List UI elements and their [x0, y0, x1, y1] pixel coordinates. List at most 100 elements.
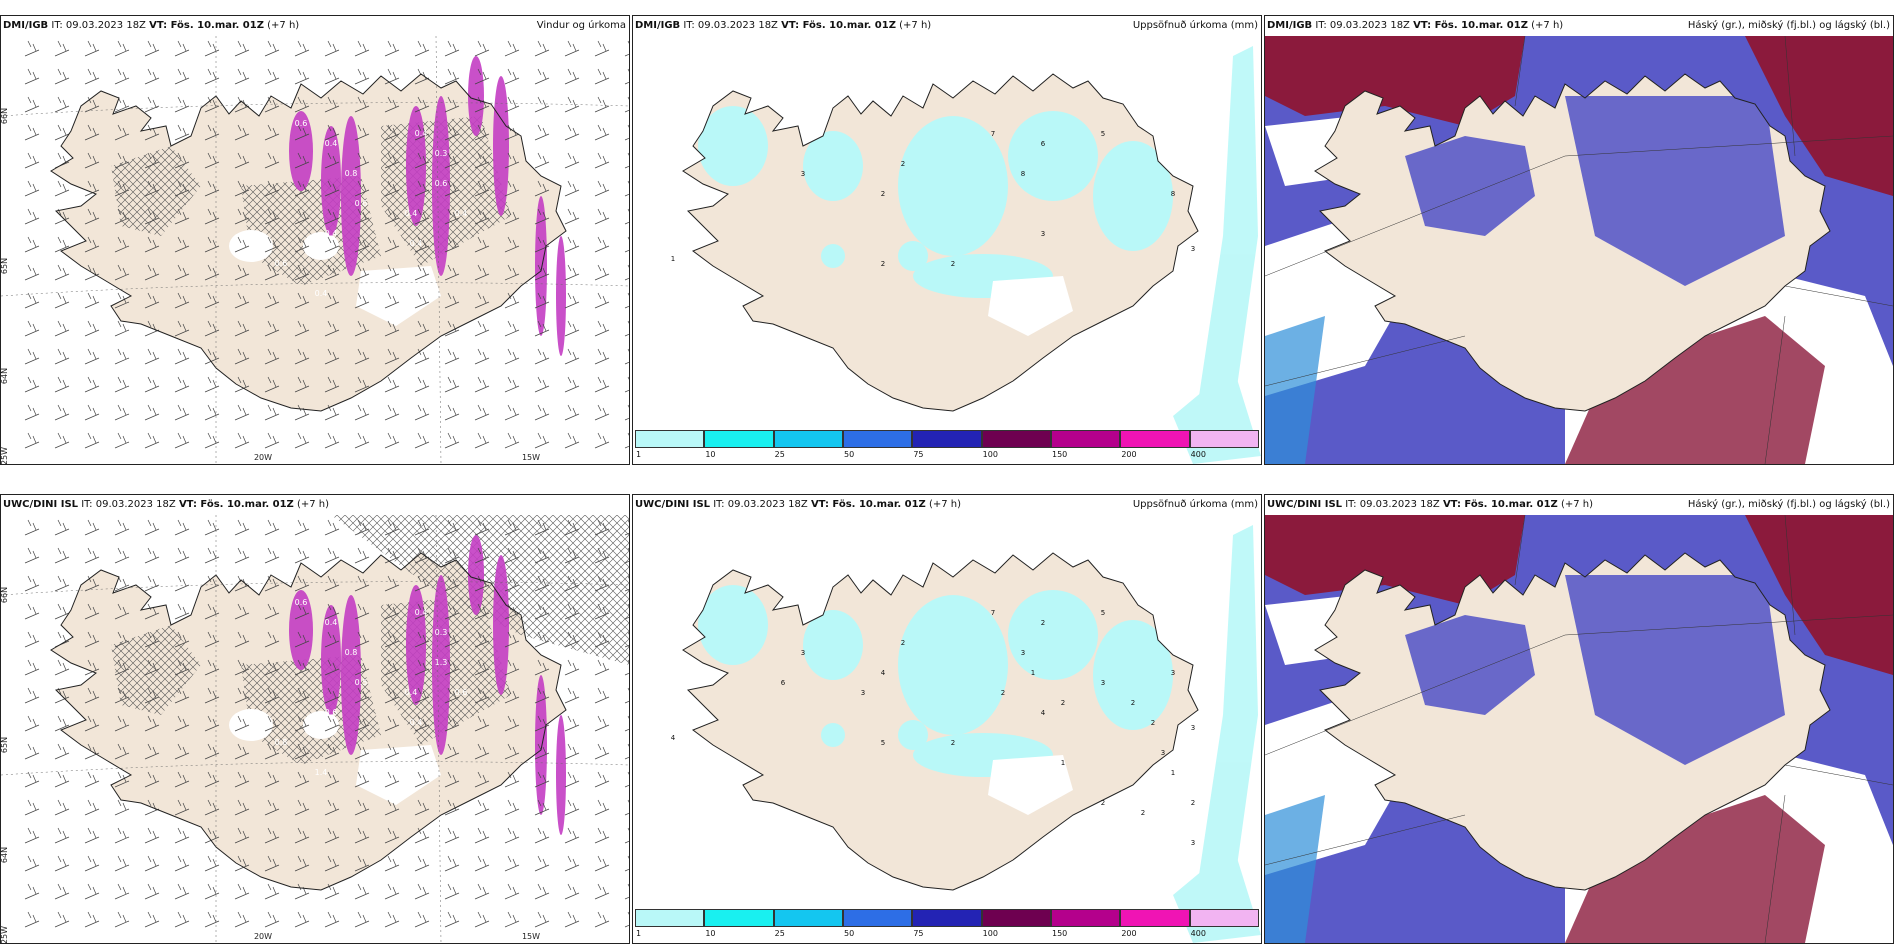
wind-barb-icon [324, 432, 340, 449]
wind-barb-icon [54, 743, 70, 760]
wind-barb-icon [114, 432, 130, 449]
precip-area [821, 244, 845, 268]
wind-barb-icon [294, 799, 310, 816]
wind-barb-icon [504, 348, 520, 365]
wind-barb-icon [234, 799, 250, 816]
wind-barb-icon [444, 771, 460, 788]
precip-streak [535, 675, 547, 815]
precip-value-label: 4 [1041, 709, 1046, 717]
wind-barb-icon [114, 320, 130, 337]
wind-barb-icon [24, 208, 40, 225]
precip-value-label: 0.4 [410, 239, 423, 248]
wind-barb-icon [174, 855, 190, 872]
colorbar-swatch [912, 430, 982, 448]
wind-barb-icon [534, 799, 550, 816]
wind-barb-icon [384, 236, 400, 253]
wind-barb-icon [504, 631, 520, 648]
wind-barb-icon [84, 292, 100, 309]
wind-barb-icon [294, 208, 310, 225]
wind-barb-icon [534, 631, 550, 648]
wind-barb-icon [234, 208, 250, 225]
wind-barb-icon [234, 687, 250, 704]
wind-barb-icon [414, 575, 430, 592]
precip-value-label: 0.4 [410, 718, 423, 727]
wind-barb-icon [234, 883, 250, 900]
wind-barb-icon [384, 376, 400, 393]
wind-barb-icon [624, 404, 629, 421]
wind-barb-icon [234, 603, 250, 620]
wind-barb-icon [234, 432, 250, 449]
wind-barb-icon [504, 432, 520, 449]
vt-label: VT: Fös. 10.mar. 01Z [781, 20, 896, 31]
wind-barb-icon [444, 376, 460, 393]
wind-barb-icon [384, 208, 400, 225]
wind-barb-icon [384, 911, 400, 928]
wind-barb-icon [204, 687, 220, 704]
precip-value-label: 6 [781, 679, 786, 687]
precip-value-label: 6 [1041, 140, 1046, 148]
wind-barb-icon [24, 687, 40, 704]
it-value: 09.03.2023 18Z [1329, 20, 1410, 31]
precip-value-label: 1 [671, 255, 675, 263]
wind-barb-icon [384, 68, 400, 85]
wind-barb-icon [504, 547, 520, 564]
wind-barb-icon [264, 264, 280, 281]
wind-barb-icon [24, 575, 40, 592]
wind-barb-icon [144, 547, 160, 564]
wind-barb-icon [24, 547, 40, 564]
precip-streaks [289, 535, 566, 835]
wind-barb-icon [564, 376, 580, 393]
wind-barb-icon [264, 799, 280, 816]
wind-barb-icon [444, 320, 460, 337]
cloud-high-layer [1565, 795, 1825, 943]
wind-barb-icon [264, 236, 280, 253]
precip-value-label: 0.4 [455, 209, 468, 218]
panel-dmi-cloud: DMI/IGB IT: 09.03.2023 18Z VT: Fös. 10.m… [1264, 15, 1894, 465]
wind-barb-icon [354, 376, 370, 393]
wind-barb-icon [594, 376, 610, 393]
wind-barb-icon [474, 264, 490, 281]
wind-barb-icon [504, 376, 520, 393]
graticule [1265, 515, 1893, 943]
dry-patch [229, 709, 273, 741]
vt-label: VT: Fös. 10.mar. 01Z [1442, 499, 1558, 510]
wind-barb-icon [294, 124, 310, 141]
wind-barb-icon [114, 68, 130, 85]
it-value: 09.03.2023 18Z [697, 20, 778, 31]
wind-barb-icon [444, 519, 460, 536]
wind-barb-icon [594, 68, 610, 85]
wind-barb-icon [444, 911, 460, 928]
wind-barb-icon [84, 771, 100, 788]
wind-barb-icon [24, 771, 40, 788]
wind-barb-icon [624, 687, 629, 704]
wind-barb-icon [234, 631, 250, 648]
panel-header: DMI/IGB IT: 09.03.2023 18Z VT: Fös. 10.m… [1265, 16, 1893, 36]
wind-barb-icon [114, 208, 130, 225]
wind-barb-icon [54, 68, 70, 85]
wind-barb-icon [54, 799, 70, 816]
wind-barb-icon [474, 547, 490, 564]
precip-value-label: 0.4 [325, 618, 338, 627]
wind-barb-icon [564, 575, 580, 592]
wind-barb-icon [114, 911, 130, 928]
coastline [1314, 73, 1831, 412]
wind-barb-icon [24, 715, 40, 732]
wind-barb-icon [204, 743, 220, 760]
wind-barb-icon [504, 827, 520, 844]
wind-barb-icon [414, 40, 430, 57]
wind-barb-icon [294, 96, 310, 113]
wind-barb-icon [144, 659, 160, 676]
wind-barb-icon [144, 715, 160, 732]
wind-barb-icon [504, 264, 520, 281]
panel-title: Háský (gr.), miðský (fj.bl.) og lágský (… [1687, 499, 1890, 510]
wind-barb-icon [264, 40, 280, 57]
cloud-high-layer [1565, 316, 1825, 464]
wind-barb-icon [174, 292, 190, 309]
cloud-mid-layer [1405, 136, 1535, 236]
wind-barb-icon [234, 855, 250, 872]
wind-barb-icon [324, 208, 340, 225]
wind-barb-icon [84, 715, 100, 732]
wind-barb-icon [114, 519, 130, 536]
wind-barb-icon [84, 827, 100, 844]
precip-area [898, 595, 1008, 735]
